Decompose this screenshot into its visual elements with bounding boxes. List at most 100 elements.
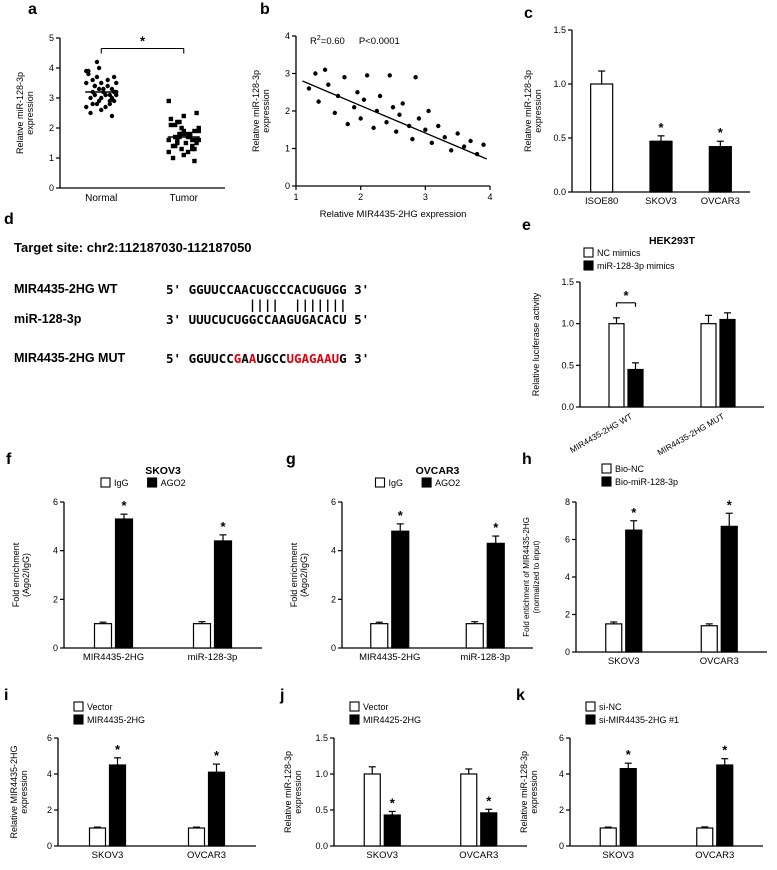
svg-text:SKOV3: SKOV3 [602,850,634,861]
svg-text:SKOV3: SKOV3 [145,465,181,477]
svg-text:Normal: Normal [85,193,117,204]
svg-text:Relative miR-128-3p: Relative miR-128-3p [15,72,25,154]
svg-text:2: 2 [565,610,570,620]
panel-f-label: f [6,451,12,468]
mir-sequence: 3' UUUCUCUGGCCAAGUGACACU 5' [166,312,370,327]
svg-text:2: 2 [53,594,58,604]
svg-text:Bio-NC: Bio-NC [615,464,645,474]
svg-text:*: * [121,498,127,513]
svg-text:expression: expression [293,770,303,814]
svg-text:Bio-miR-128-3p: Bio-miR-128-3p [615,477,678,487]
svg-text:6: 6 [53,497,58,507]
svg-text:si-NC: si-NC [599,702,622,712]
mut-seg: A [241,351,249,366]
svg-text:Relative MIR4435-2HG expressio: Relative MIR4435-2HG expression [320,209,467,220]
svg-text:Tumor: Tumor [169,193,198,204]
svg-text:Vector: Vector [87,702,113,712]
svg-text:HEK293T: HEK293T [649,235,696,247]
svg-text:MIR4425-2HG: MIR4425-2HG [363,715,421,725]
panel-h-label: h [522,451,532,468]
svg-text:SKOV3: SKOV3 [366,850,398,861]
mut-name: MIR4435-2HG MUT [14,351,126,365]
svg-text:0: 0 [331,643,336,653]
svg-text:0: 0 [49,183,54,193]
mut-seg-mutated: A [248,351,257,366]
svg-text:*: * [658,120,664,135]
svg-text:OVCAR3: OVCAR3 [700,656,739,667]
svg-text:6: 6 [565,535,570,545]
svg-text:*: * [214,748,220,763]
svg-text:(Ago2/IgG): (Ago2/IgG) [299,553,309,597]
svg-text:(normalized to input): (normalized to input) [532,540,541,613]
panel-i-chart: 0 2 4 6 Relative MIR4435-2HG expression * * SKOV… [8,698,266,868]
svg-text:0: 0 [47,841,52,851]
svg-text:4: 4 [559,769,564,779]
svg-text:*: * [718,125,724,140]
svg-text:1: 1 [285,144,290,154]
svg-text:OVCAR3: OVCAR3 [695,850,734,861]
svg-text:4: 4 [565,572,570,582]
panel-g-label: g [286,451,296,468]
svg-text:expression: expression [533,89,543,133]
svg-text:2: 2 [559,805,564,815]
svg-text:1.0: 1.0 [561,319,574,329]
panel-a-chart: 0 1 2 3 4 5 Relative miR-128-3p expression Norma… [14,16,239,216]
svg-text:0: 0 [565,647,570,657]
svg-text:8: 8 [565,497,570,507]
svg-text:*: * [722,743,728,758]
svg-text:MIR4435-2HG WT: MIR4435-2HG WT [568,411,634,455]
svg-text:OVCAR3: OVCAR3 [701,196,740,207]
svg-text:miR-128-3p mimics: miR-128-3p mimics [597,261,675,271]
svg-text:expression: expression [529,770,539,814]
svg-text:1: 1 [49,153,54,163]
panel-j-label: j [280,687,285,704]
mir-sequence-row: miR-128-3p 3' UUUCUCUGGCCAAGUGACACU 5' [14,311,514,328]
svg-text:expression: expression [25,91,35,135]
svg-text:4: 4 [47,769,52,779]
panel-d-label: d [4,211,14,228]
svg-text:OVCAR3: OVCAR3 [187,850,226,861]
svg-text:6: 6 [331,497,336,507]
svg-text:0.5: 0.5 [553,133,566,143]
svg-text:si-MIR4435-2HG #1: si-MIR4435-2HG #1 [599,715,679,725]
svg-text:2: 2 [47,805,52,815]
panel-c-chart: 0.0 0.5 1.0 1.5 Relative miR-128-3p expressio… [522,20,762,218]
svg-text:1.5: 1.5 [553,25,566,35]
svg-text:1: 1 [293,192,298,202]
svg-text:*: * [486,793,492,808]
panel-a-label: a [28,1,37,18]
svg-text:IgG: IgG [389,478,404,488]
panel-h-chart: 0 2 4 6 8 Fold entichment of MIR4435-2HG (norm… [520,460,775,676]
svg-text:*: * [115,742,121,757]
svg-text:Vector: Vector [363,702,389,712]
svg-text:6: 6 [559,733,564,743]
panel-d-sequence-alignment: Target site: chr2:112187030-112187050 MI… [14,240,514,367]
pairing-row: |||| ||||||| [14,298,514,311]
panel-c-label: c [524,5,533,22]
panel-i-label: i [4,687,9,704]
svg-text:0: 0 [559,841,564,851]
target-site-title: Target site: chr2:112187030-112187050 [14,240,252,255]
panel-b-label: b [260,1,270,18]
mut-seg: UGCC [256,351,287,366]
svg-text:3: 3 [285,69,290,79]
panel-e-chart: 0.0 0.5 1.0 1.5 Relative luciferase activity… [530,232,772,457]
svg-text:Relative miR-128-3p: Relative miR-128-3p [251,70,261,152]
svg-text:OVCAR3: OVCAR3 [459,850,498,861]
svg-text:1.5: 1.5 [315,733,328,743]
svg-text:MIR4435-2HG MUT: MIR4435-2HG MUT [656,411,726,457]
svg-text:ISOE80: ISOE80 [585,196,618,207]
svg-text:OVCAR3: OVCAR3 [416,465,460,477]
svg-text:2: 2 [49,123,54,133]
svg-text:MIR4435-2HG: MIR4435-2HG [83,652,144,663]
svg-text:3: 3 [423,192,428,202]
wt-sequence-row: MIR4435-2HG WT 5' GGUUCCAACUGCCCACUGUGG … [14,281,514,298]
mut-seg-mutated: G [233,351,242,366]
svg-text:*: * [727,497,733,512]
panel-k-chart: 0 2 4 6 Relative miR-128-3p expression * * SKOV3… [518,698,773,868]
svg-text:expression: expression [19,770,29,814]
svg-text:SKOV3: SKOV3 [608,656,640,667]
mut-seg-mutated: UGAGAAU [286,351,340,366]
svg-text:1.0: 1.0 [315,769,328,779]
svg-text:*: * [398,508,404,523]
